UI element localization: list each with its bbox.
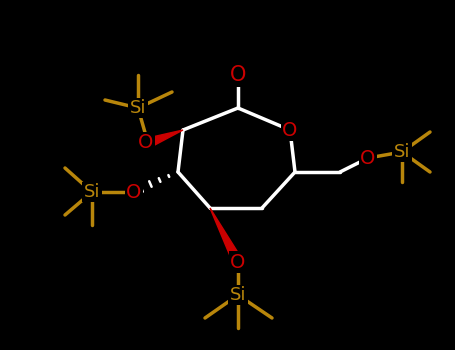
Text: O: O (230, 252, 246, 272)
Text: Si: Si (394, 143, 410, 161)
Text: O: O (282, 120, 298, 140)
Text: O: O (138, 133, 154, 153)
Text: Si: Si (130, 99, 146, 117)
Text: Si: Si (84, 183, 100, 201)
Text: O: O (230, 65, 246, 85)
Text: Si: Si (230, 286, 246, 304)
Polygon shape (210, 208, 243, 264)
Polygon shape (146, 130, 183, 148)
Text: O: O (360, 148, 376, 168)
Text: O: O (126, 182, 142, 202)
